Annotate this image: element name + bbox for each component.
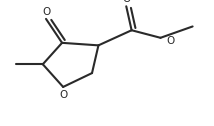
Text: O: O — [122, 0, 130, 4]
Text: O: O — [42, 7, 50, 17]
Text: O: O — [59, 89, 67, 100]
Text: O: O — [166, 36, 174, 46]
